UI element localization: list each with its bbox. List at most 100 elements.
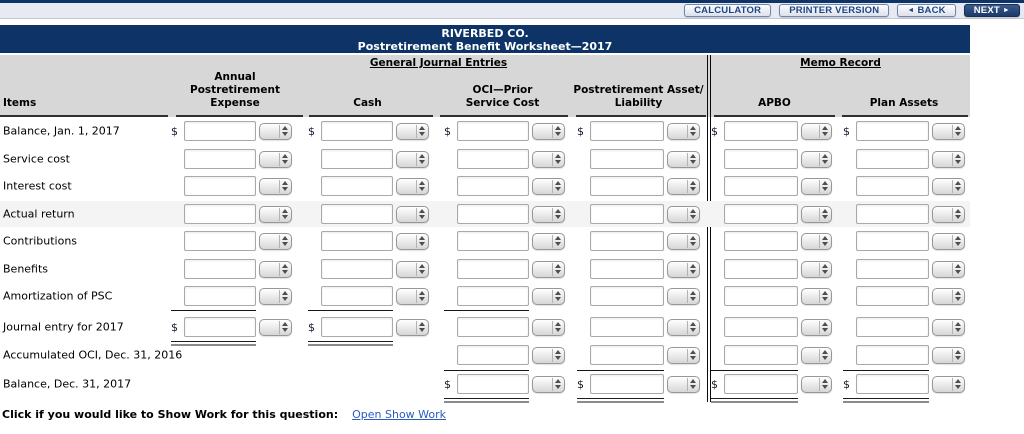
oci-stepper[interactable]	[532, 205, 565, 223]
expense-stepper[interactable]	[259, 287, 292, 305]
asset-liability-stepper[interactable]	[667, 260, 700, 278]
next-button[interactable]: NEXT ►	[963, 4, 1020, 17]
plan-assets-stepper[interactable]	[932, 375, 965, 393]
cash-amount-input[interactable]	[321, 231, 393, 251]
expense-amount-input[interactable]	[184, 176, 256, 196]
oci-amount-input[interactable]	[457, 286, 529, 306]
oci-amount-input[interactable]	[457, 345, 529, 365]
plan-assets-stepper[interactable]	[932, 177, 965, 195]
apbo-stepper[interactable]	[801, 205, 832, 223]
expense-stepper[interactable]	[259, 318, 292, 336]
asset-liability-stepper[interactable]	[667, 205, 700, 223]
plan-assets-stepper[interactable]	[932, 205, 965, 223]
printer-version-button[interactable]: PRINTER VERSION	[779, 4, 890, 17]
calculator-button[interactable]: CALCULATOR	[684, 4, 772, 17]
expense-stepper[interactable]	[259, 205, 292, 223]
apbo-stepper[interactable]	[801, 346, 832, 364]
apbo-amount-input[interactable]	[724, 317, 798, 337]
cash-stepper[interactable]	[396, 150, 429, 168]
oci-amount-input[interactable]	[457, 176, 529, 196]
plan-assets-amount-input[interactable]	[856, 149, 929, 169]
oci-stepper[interactable]	[532, 260, 565, 278]
plan-assets-stepper[interactable]	[932, 260, 965, 278]
asset-liability-amount-input[interactable]	[590, 121, 664, 141]
oci-amount-input[interactable]	[457, 231, 529, 251]
oci-amount-input[interactable]	[457, 259, 529, 279]
plan-assets-stepper[interactable]	[932, 122, 965, 140]
asset-liability-stepper[interactable]	[667, 177, 700, 195]
cash-stepper[interactable]	[396, 177, 429, 195]
apbo-amount-input[interactable]	[724, 121, 798, 141]
cash-stepper[interactable]	[396, 318, 429, 336]
apbo-amount-input[interactable]	[724, 231, 798, 251]
plan-assets-stepper[interactable]	[932, 150, 965, 168]
asset-liability-amount-input[interactable]	[590, 231, 664, 251]
asset-liability-stepper[interactable]	[667, 346, 700, 364]
expense-amount-input[interactable]	[184, 149, 256, 169]
asset-liability-stepper[interactable]	[667, 122, 700, 140]
oci-stepper[interactable]	[532, 318, 565, 336]
oci-stepper[interactable]	[532, 287, 565, 305]
plan-assets-amount-input[interactable]	[856, 204, 929, 224]
plan-assets-amount-input[interactable]	[856, 345, 929, 365]
open-show-work-link[interactable]: Open Show Work	[352, 408, 447, 421]
expense-amount-input[interactable]	[184, 259, 256, 279]
oci-stepper[interactable]	[532, 150, 565, 168]
apbo-stepper[interactable]	[801, 150, 832, 168]
apbo-amount-input[interactable]	[724, 259, 798, 279]
cash-amount-input[interactable]	[321, 259, 393, 279]
expense-amount-input[interactable]	[184, 286, 256, 306]
oci-stepper[interactable]	[532, 346, 565, 364]
asset-liability-stepper[interactable]	[667, 232, 700, 250]
asset-liability-amount-input[interactable]	[590, 286, 664, 306]
oci-stepper[interactable]	[532, 122, 565, 140]
cash-stepper[interactable]	[396, 287, 429, 305]
apbo-amount-input[interactable]	[724, 204, 798, 224]
asset-liability-amount-input[interactable]	[590, 204, 664, 224]
expense-stepper[interactable]	[259, 122, 292, 140]
oci-stepper[interactable]	[532, 177, 565, 195]
plan-assets-amount-input[interactable]	[856, 374, 929, 394]
apbo-amount-input[interactable]	[724, 286, 798, 306]
plan-assets-stepper[interactable]	[932, 287, 965, 305]
expense-stepper[interactable]	[259, 260, 292, 278]
plan-assets-amount-input[interactable]	[856, 231, 929, 251]
asset-liability-amount-input[interactable]	[590, 149, 664, 169]
apbo-stepper[interactable]	[801, 232, 832, 250]
apbo-amount-input[interactable]	[724, 345, 798, 365]
oci-amount-input[interactable]	[457, 121, 529, 141]
asset-liability-amount-input[interactable]	[590, 259, 664, 279]
cash-amount-input[interactable]	[321, 121, 393, 141]
asset-liability-amount-input[interactable]	[590, 176, 664, 196]
expense-amount-input[interactable]	[184, 317, 256, 337]
asset-liability-stepper[interactable]	[667, 150, 700, 168]
apbo-stepper[interactable]	[801, 177, 832, 195]
asset-liability-amount-input[interactable]	[590, 317, 664, 337]
apbo-stepper[interactable]	[801, 122, 832, 140]
oci-stepper[interactable]	[532, 375, 565, 393]
cash-stepper[interactable]	[396, 122, 429, 140]
oci-amount-input[interactable]	[457, 149, 529, 169]
expense-amount-input[interactable]	[184, 121, 256, 141]
apbo-stepper[interactable]	[801, 287, 832, 305]
plan-assets-amount-input[interactable]	[856, 176, 929, 196]
asset-liability-stepper[interactable]	[667, 287, 700, 305]
cash-stepper[interactable]	[396, 205, 429, 223]
expense-amount-input[interactable]	[184, 231, 256, 251]
apbo-stepper[interactable]	[801, 318, 832, 336]
oci-amount-input[interactable]	[457, 204, 529, 224]
cash-stepper[interactable]	[396, 260, 429, 278]
apbo-amount-input[interactable]	[724, 176, 798, 196]
cash-amount-input[interactable]	[321, 149, 393, 169]
cash-stepper[interactable]	[396, 232, 429, 250]
oci-amount-input[interactable]	[457, 374, 529, 394]
expense-stepper[interactable]	[259, 232, 292, 250]
plan-assets-stepper[interactable]	[932, 346, 965, 364]
asset-liability-amount-input[interactable]	[590, 345, 664, 365]
expense-amount-input[interactable]	[184, 204, 256, 224]
oci-stepper[interactable]	[532, 232, 565, 250]
cash-amount-input[interactable]	[321, 286, 393, 306]
expense-stepper[interactable]	[259, 177, 292, 195]
expense-stepper[interactable]	[259, 150, 292, 168]
plan-assets-amount-input[interactable]	[856, 286, 929, 306]
